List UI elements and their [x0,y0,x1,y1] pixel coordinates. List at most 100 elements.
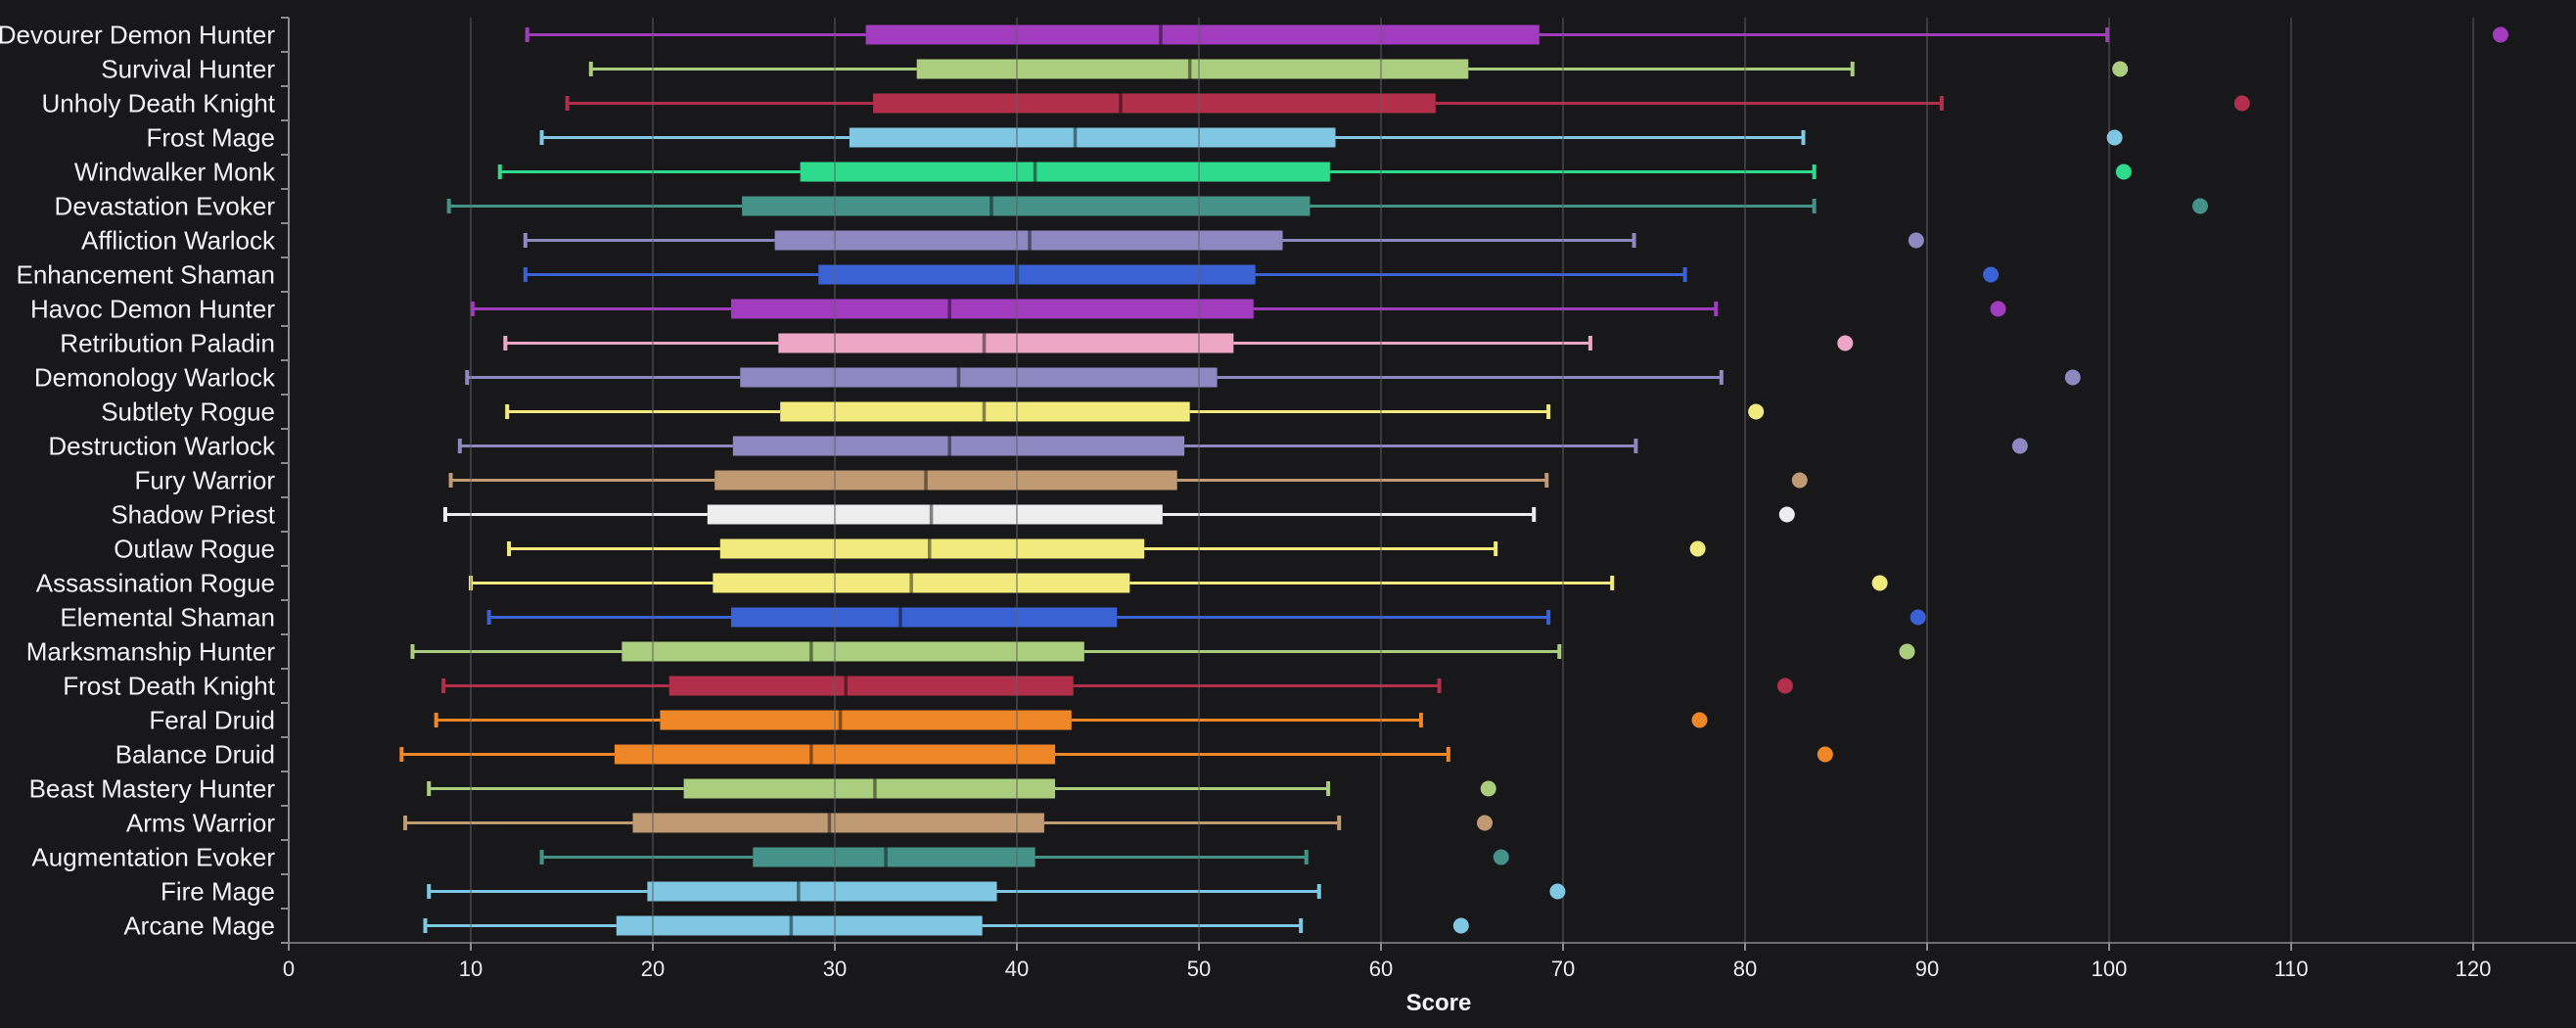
median-devourer-demon-hunter [1159,24,1163,45]
outlier-outlaw-rogue [1689,540,1706,557]
outlier-devourer-demon-hunter [2492,26,2508,43]
median-devastation-evoker [989,196,993,216]
box-frost-death-knight [668,676,1074,696]
outlier-retribution-paladin [1837,335,1854,351]
median-assassination-rogue [909,573,913,593]
category-label-enhancement-shaman: Enhancement Shaman [16,260,275,290]
box-feral-druid [660,710,1072,730]
median-demonology-warlock [956,367,961,388]
category-label-affliction-warlock: Affliction Warlock [81,226,276,256]
median-fire-mage [797,881,801,902]
category-label-devastation-evoker: Devastation Evoker [55,192,276,221]
box-assassination-rogue [713,573,1130,593]
x-tick-label-90: 90 [1915,957,1939,981]
median-fury-warrior [924,470,928,491]
median-frost-mage [1073,127,1078,148]
median-elemental-shaman [898,607,902,628]
box-outlaw-rogue [719,538,1145,559]
median-windwalker-monk [1033,162,1037,182]
x-tick-label-30: 30 [823,957,847,981]
box-devastation-evoker [742,196,1311,216]
median-survival-hunter [1187,59,1192,79]
box-frost-mage [849,127,1336,148]
category-label-marksmanship-hunter: Marksmanship Hunter [26,637,276,667]
outlier-arcane-mage [1452,917,1469,934]
box-fire-mage [647,881,997,902]
box-elemental-shaman [730,607,1118,628]
category-label-elemental-shaman: Elemental Shaman [60,603,275,632]
outlier-assassination-rogue [1871,575,1888,591]
box-arcane-mage [616,915,983,936]
median-beast-mastery-hunter [873,778,877,799]
outlier-feral-druid [1691,712,1708,728]
median-balance-druid [809,744,813,765]
x-tick-label-20: 20 [641,957,665,981]
category-label-havoc-demon-hunter: Havoc Demon Hunter [30,295,275,324]
median-subtlety-rogue [982,401,987,422]
outlier-frost-death-knight [1776,678,1793,694]
outlier-enhancement-shaman [1983,266,2000,283]
x-tick-label-70: 70 [1551,957,1575,981]
category-label-augmentation-evoker: Augmentation Evoker [31,843,275,872]
box-enhancement-shaman [818,264,1256,285]
outlier-arms-warrior [1477,815,1494,831]
category-label-outlaw-rogue: Outlaw Rogue [114,535,275,564]
median-feral-druid [838,710,843,730]
box-retribution-paladin [778,333,1234,353]
median-outlaw-rogue [927,538,932,559]
category-label-destruction-warlock: Destruction Warlock [48,432,276,461]
category-label-arms-warrior: Arms Warrior [126,809,275,838]
box-affliction-warlock [774,230,1283,251]
outlier-affliction-warlock [1908,232,1924,249]
outlier-augmentation-evoker [1493,849,1509,865]
box-arms-warrior [632,813,1044,833]
outlier-balance-druid [1817,746,1833,763]
box-augmentation-evoker [753,847,1035,867]
outlier-marksmanship-hunter [1899,643,1915,660]
box-windwalker-monk [800,162,1330,182]
category-label-shadow-priest: Shadow Priest [111,500,275,530]
outlier-shadow-priest [1778,506,1795,523]
median-arms-warrior [827,813,832,833]
category-label-balance-druid: Balance Druid [115,740,275,770]
outlier-fury-warrior [1791,472,1808,489]
box-fury-warrior [714,470,1177,491]
outlier-elemental-shaman [1909,609,1926,626]
category-label-windwalker-monk: Windwalker Monk [74,158,276,187]
category-label-frost-death-knight: Frost Death Knight [63,672,276,701]
median-arcane-mage [789,915,794,936]
x-tick-label-120: 120 [2456,957,2492,981]
category-label-retribution-paladin: Retribution Paladin [60,329,275,358]
x-tick-label-60: 60 [1369,957,1393,981]
x-tick-label-40: 40 [1005,957,1029,981]
x-tick-label-10: 10 [459,957,483,981]
outlier-beast-mastery-hunter [1480,780,1496,797]
median-destruction-warlock [947,436,951,456]
box-beast-mastery-hunter [683,778,1056,799]
category-label-survival-hunter: Survival Hunter [101,55,275,84]
x-tick-label-110: 110 [2274,957,2308,981]
median-retribution-paladin [982,333,987,353]
box-marksmanship-hunter [621,641,1084,662]
box-destruction-warlock [732,436,1185,456]
box-demonology-warlock [740,367,1218,388]
x-tick-label-50: 50 [1187,957,1211,981]
median-affliction-warlock [1028,230,1032,251]
median-havoc-demon-hunter [947,299,951,319]
outlier-frost-mage [2106,129,2123,146]
category-label-frost-mage: Frost Mage [147,123,276,153]
category-label-subtlety-rogue: Subtlety Rogue [101,397,275,427]
x-axis-title: Score [1406,990,1472,1016]
median-augmentation-evoker [884,847,888,867]
median-frost-death-knight [844,676,848,696]
outlier-demonology-warlock [2064,369,2081,386]
category-label-unholy-death-knight: Unholy Death Knight [42,89,276,118]
category-label-fury-warrior: Fury Warrior [135,466,276,495]
outlier-fire-mage [1549,883,1566,900]
outlier-destruction-warlock [2011,438,2028,454]
median-marksmanship-hunter [809,641,813,662]
box-unholy-death-knight [873,93,1436,114]
outlier-subtlety-rogue [1748,403,1765,420]
